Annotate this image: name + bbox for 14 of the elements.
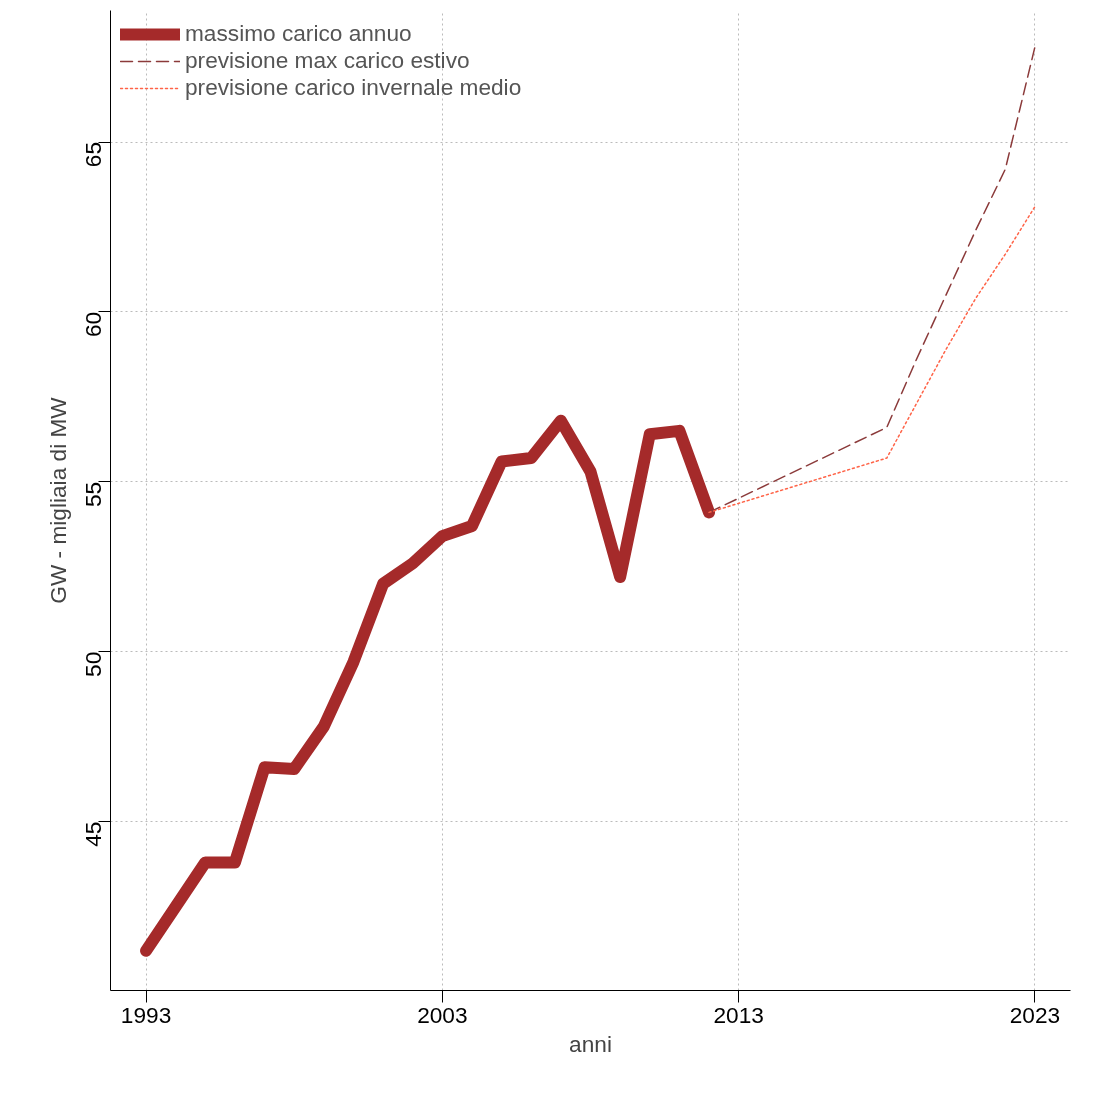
x-tick-label: 2003 [417,1001,468,1028]
legend-label: previsione max carico estivo [185,47,470,74]
x-tick-label: 2013 [713,1001,764,1028]
legend-label: massimo carico annuo [185,20,412,47]
y-tick-label: 50 [80,651,106,677]
y-axis-title: GW - migliaia di MW [44,396,71,604]
y-tick-label: 60 [80,311,106,338]
x-tick-label: 1993 [120,1001,172,1028]
y-tick-label: 45 [80,821,106,847]
x-axis-title: anni [569,1030,612,1057]
y-tick-label: 55 [80,481,106,508]
legend-label: previsione carico invernale medio [185,74,522,101]
x-tick-label: 2023 [1009,1001,1061,1028]
y-tick-label: 65 [80,142,106,168]
